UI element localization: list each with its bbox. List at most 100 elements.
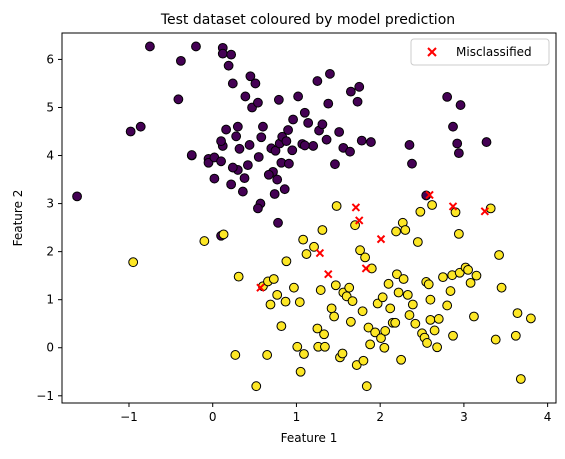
data-point-class-1 <box>366 263 377 274</box>
data-point-class-1 <box>330 280 341 291</box>
y-tick-label: 4 <box>46 149 54 163</box>
data-point-class-1 <box>315 285 326 295</box>
data-point-class-0 <box>272 174 283 185</box>
data-point-class-1 <box>465 277 476 288</box>
data-point-class-1 <box>385 303 396 314</box>
data-point-class-0 <box>330 159 340 170</box>
data-point-class-1 <box>425 294 436 305</box>
data-point-class-1 <box>494 250 504 260</box>
data-point-class-0 <box>269 189 280 199</box>
data-point-class-0 <box>299 107 310 118</box>
misclassified-stroke <box>425 190 434 200</box>
data-point-class-0 <box>281 136 292 147</box>
misclassified-stroke <box>256 283 265 292</box>
data-point-class-1 <box>344 282 355 293</box>
data-point-class-1 <box>345 316 356 327</box>
data-point-class-0 <box>452 138 463 149</box>
data-point-class-1 <box>361 381 372 392</box>
data-point-class-0 <box>217 48 228 59</box>
data-point-class-1 <box>390 317 401 328</box>
data-point-class-1 <box>280 296 291 307</box>
data-point-class-1 <box>317 225 328 235</box>
data-point-class-1 <box>429 325 440 336</box>
data-point-class-1 <box>383 278 394 289</box>
data-point-class-1 <box>391 226 401 237</box>
data-point-class-0 <box>240 91 251 102</box>
data-point-class-0 <box>334 127 345 137</box>
data-point-class-0 <box>273 94 284 105</box>
data-point-class-0 <box>317 119 328 130</box>
data-point-class-1 <box>379 342 390 353</box>
x-axis-label: Feature 1 <box>281 431 338 445</box>
data-point-class-0 <box>308 141 319 151</box>
data-point-class-1 <box>218 229 229 240</box>
data-point-class-1 <box>438 272 448 283</box>
data-point-class-1 <box>398 274 409 284</box>
data-point-class-1 <box>380 326 391 336</box>
data-point-class-0 <box>284 158 294 169</box>
data-point-class-0 <box>253 97 263 108</box>
data-point-class-1 <box>525 313 536 324</box>
y-axis-label: Feature 2 <box>11 190 25 247</box>
data-point-class-1 <box>262 350 273 360</box>
data-point-class-1 <box>268 274 279 284</box>
data-point-class-1 <box>358 355 369 366</box>
data-point-class-1 <box>337 348 348 359</box>
data-point-class-1 <box>347 296 358 307</box>
x-tick-label: 3 <box>460 410 468 424</box>
data-point-class-0 <box>270 145 281 156</box>
misclassified-marker <box>361 264 371 273</box>
misclassified-marker <box>425 190 434 200</box>
data-point-class-1 <box>299 349 309 359</box>
data-point-class-0 <box>245 71 256 82</box>
misclassified-marker <box>256 283 265 292</box>
data-point-class-0 <box>263 169 274 180</box>
y-tick-label: 5 <box>46 100 54 114</box>
misclassified-marker <box>315 248 325 258</box>
misclassified-marker <box>324 270 333 279</box>
misclassified-stroke <box>315 248 325 258</box>
data-point-class-1 <box>427 200 437 210</box>
legend-misclassified-label: Misclassified <box>456 45 532 59</box>
data-point-class-0 <box>250 78 261 89</box>
misclassified-stroke <box>480 207 490 216</box>
data-point-class-0 <box>135 121 146 132</box>
y-tick-label: −1 <box>36 389 54 403</box>
data-point-class-0 <box>227 162 238 173</box>
data-point-class-1 <box>357 306 368 317</box>
data-point-class-0 <box>273 217 283 228</box>
data-point-class-0 <box>303 117 314 128</box>
data-point-class-1 <box>360 252 370 263</box>
data-point-class-0 <box>125 126 136 137</box>
data-point-class-0 <box>209 173 220 184</box>
data-point-class-0 <box>244 140 255 150</box>
data-point-class-0 <box>312 76 323 86</box>
data-point-class-1 <box>376 333 386 344</box>
data-point-class-1 <box>301 249 312 259</box>
misclassified-marker <box>355 216 364 225</box>
misclassified-marker <box>448 202 458 211</box>
misclassified-layer <box>256 190 490 292</box>
data-point-class-1 <box>363 322 374 333</box>
data-point-class-0 <box>354 81 365 92</box>
data-point-class-0 <box>442 92 453 102</box>
data-point-class-1 <box>423 279 434 290</box>
data-point-class-0 <box>352 96 363 107</box>
data-point-class-1 <box>407 299 418 310</box>
data-point-class-0 <box>227 78 238 89</box>
data-point-class-1 <box>433 314 444 324</box>
data-point-class-0 <box>325 68 335 79</box>
data-point-class-1 <box>432 342 443 353</box>
data-point-class-1 <box>400 225 411 235</box>
misclassified-marker <box>376 234 386 244</box>
data-point-class-1 <box>292 341 303 352</box>
data-point-class-0 <box>253 203 263 214</box>
data-point-class-0 <box>237 186 248 197</box>
data-point-class-0 <box>448 121 458 132</box>
data-point-class-1 <box>442 300 453 311</box>
y-tick-label: 1 <box>46 293 54 307</box>
data-point-class-1 <box>199 236 210 246</box>
misclassified-stroke <box>324 270 333 279</box>
x-tick-label: 2 <box>376 410 384 424</box>
data-point-class-0 <box>345 146 355 157</box>
